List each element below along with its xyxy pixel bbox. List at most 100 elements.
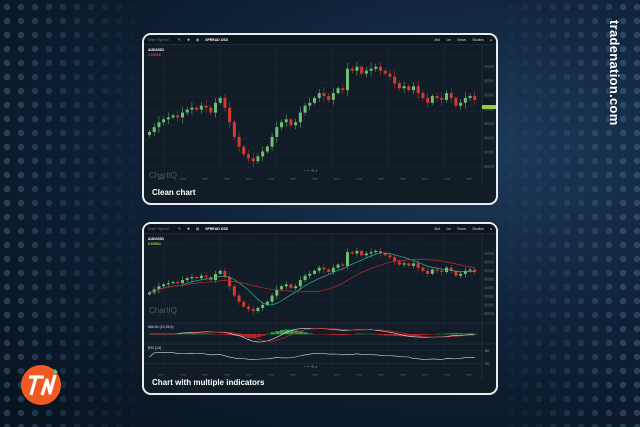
- macd-histogram-bar: [228, 334, 233, 336]
- candle: [369, 252, 373, 254]
- price-chart[interactable]: − + ⟲ ⌕: [144, 45, 496, 195]
- candle: [181, 112, 184, 118]
- y-axis-tick-label: [484, 312, 494, 315]
- mid-menu[interactable]: Mid: [434, 37, 441, 42]
- candle: [379, 250, 382, 254]
- macd-signal-line: [149, 328, 475, 342]
- chart-type-icon[interactable]: ▤: [195, 226, 200, 231]
- candle: [162, 119, 166, 123]
- candle: [459, 102, 463, 106]
- candle: [412, 263, 415, 266]
- mid-menu[interactable]: Mid: [434, 226, 441, 231]
- candle: [284, 119, 288, 123]
- brand-url[interactable]: tradenation.com: [607, 20, 622, 126]
- candle: [463, 270, 467, 274]
- macd-histogram-bar: [459, 333, 464, 335]
- candle: [379, 66, 382, 71]
- macd-histogram-bar: [355, 333, 360, 335]
- candle: [426, 270, 430, 274]
- moving-average-line: [149, 259, 475, 293]
- macd-histogram-bar: [421, 334, 426, 335]
- candle: [355, 250, 359, 254]
- period-menu[interactable]: 1m: [446, 226, 451, 231]
- candle: [393, 257, 397, 262]
- chart-type-icon[interactable]: ▤: [195, 37, 200, 42]
- candle: [435, 269, 439, 271]
- views-menu[interactable]: Views: [456, 37, 467, 42]
- x-axis-tick-label: [268, 374, 274, 376]
- candle: [195, 276, 199, 279]
- draw-icon[interactable]: ✎: [178, 37, 181, 42]
- y-axis-tick-label: [484, 277, 494, 281]
- candle: [313, 270, 316, 274]
- candle: [327, 269, 331, 273]
- x-axis-tick-label: [466, 178, 472, 180]
- crosshair-icon[interactable]: ✚: [186, 37, 190, 42]
- macd-histogram-bar: [261, 334, 266, 336]
- candle: [303, 105, 307, 113]
- candle: [364, 253, 368, 256]
- candle: [449, 93, 453, 98]
- candle: [289, 284, 293, 289]
- candle: [298, 112, 302, 123]
- y-axis-tick-label: [484, 150, 494, 154]
- candle: [251, 158, 255, 162]
- candle: [463, 97, 467, 103]
- candle: [223, 270, 227, 277]
- studies-menu[interactable]: Studies: [472, 226, 484, 231]
- candle: [346, 252, 349, 266]
- crosshair-icon[interactable]: ✚: [186, 226, 190, 231]
- y-axis-tick-label: [484, 303, 494, 307]
- candle: [199, 105, 203, 110]
- candle: [232, 286, 236, 296]
- candle: [430, 269, 434, 274]
- moving-average-line: [149, 252, 475, 306]
- candle: [148, 292, 151, 295]
- views-menu[interactable]: Views: [456, 226, 467, 231]
- candle: [256, 307, 260, 312]
- rsi-label: RSI (14): [148, 346, 162, 350]
- macd-histogram-bar: [327, 334, 332, 335]
- candle: [331, 267, 335, 273]
- candle: [152, 127, 156, 133]
- candle: [261, 304, 265, 308]
- candle: [317, 267, 321, 271]
- candle: [190, 276, 194, 279]
- candle: [270, 136, 274, 147]
- draw-icon[interactable]: ✎: [178, 226, 181, 231]
- candle: [355, 66, 359, 71]
- x-axis-tick-label: [378, 374, 384, 376]
- price-chart-with-indicators[interactable]: 80 20 − + ⟲ ⌕: [144, 234, 496, 384]
- studies-menu[interactable]: Studies: [472, 37, 484, 42]
- candle: [346, 68, 349, 91]
- macd-histogram-bar: [445, 333, 450, 335]
- candle: [473, 269, 477, 273]
- candle: [421, 93, 425, 98]
- macd-histogram-bar: [209, 333, 214, 335]
- y-axis-tick-label: [484, 136, 494, 140]
- candle: [313, 97, 316, 103]
- candle: [280, 122, 283, 128]
- candle: [331, 93, 335, 100]
- candle: [412, 86, 415, 91]
- settings-icon[interactable]: ●: [489, 226, 492, 231]
- macd-histogram-bar: [383, 334, 389, 336]
- x-axis-tick-label: [334, 178, 340, 180]
- x-axis-tick-label: [444, 374, 450, 376]
- period-menu[interactable]: 1m: [446, 37, 451, 42]
- settings-icon[interactable]: ●: [489, 37, 492, 42]
- rsi-level-label: 80: [485, 348, 490, 353]
- symbol-search-input[interactable]: Enter Symbol: [148, 226, 170, 231]
- macd-histogram-bar: [275, 331, 280, 335]
- candle: [157, 286, 161, 290]
- candle: [157, 122, 161, 128]
- candle: [397, 83, 401, 89]
- macd-histogram-bar: [308, 333, 313, 335]
- candle: [204, 275, 208, 277]
- candle: [265, 301, 269, 305]
- symbol-search-input[interactable]: Enter Symbol: [148, 37, 170, 42]
- candle: [402, 86, 406, 89]
- candle: [322, 267, 326, 270]
- current-price-marker: [482, 105, 496, 109]
- macd-histogram-bar: [388, 334, 393, 336]
